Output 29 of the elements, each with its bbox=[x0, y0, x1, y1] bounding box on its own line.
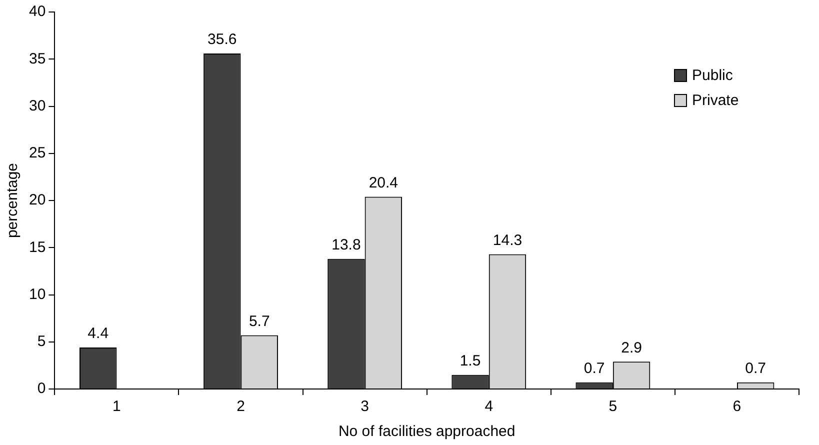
y-tick-label: 5 bbox=[37, 333, 46, 350]
legend-label: Public bbox=[692, 67, 733, 84]
x-tick-label: 6 bbox=[732, 398, 742, 416]
x-axis-title: No of facilities approached bbox=[338, 423, 516, 440]
x-tick-label: 1 bbox=[112, 398, 121, 416]
data-label: 1.5 bbox=[460, 352, 481, 370]
y-tick-label: 40 bbox=[28, 3, 46, 20]
data-label: 13.8 bbox=[332, 236, 361, 254]
data-label: 0.7 bbox=[745, 360, 766, 378]
data-label: 0.7 bbox=[584, 360, 605, 378]
data-label: 20.4 bbox=[368, 174, 398, 192]
y-tick-label: 35 bbox=[28, 50, 46, 68]
data-label: 14.3 bbox=[492, 232, 522, 249]
y-axis-title: percentage bbox=[4, 162, 22, 238]
y-tick-label: 30 bbox=[28, 97, 46, 114]
data-label: 35.6 bbox=[208, 31, 237, 48]
x-tick-label: 5 bbox=[608, 398, 618, 416]
legend-label: Private bbox=[692, 92, 739, 109]
y-tick-label: 15 bbox=[28, 238, 46, 256]
y-tick-label: 20 bbox=[28, 192, 46, 209]
x-tick-label: 4 bbox=[484, 398, 494, 416]
x-tick-label: 3 bbox=[360, 398, 369, 416]
y-tick-label: 0 bbox=[37, 380, 46, 398]
data-label: 2.9 bbox=[621, 339, 642, 356]
y-tick-label: 25 bbox=[28, 144, 46, 162]
y-tick-label: 10 bbox=[28, 286, 46, 303]
x-tick-label: 2 bbox=[236, 398, 245, 416]
data-label: 5.7 bbox=[248, 312, 270, 330]
data-label: 4.4 bbox=[88, 325, 109, 342]
